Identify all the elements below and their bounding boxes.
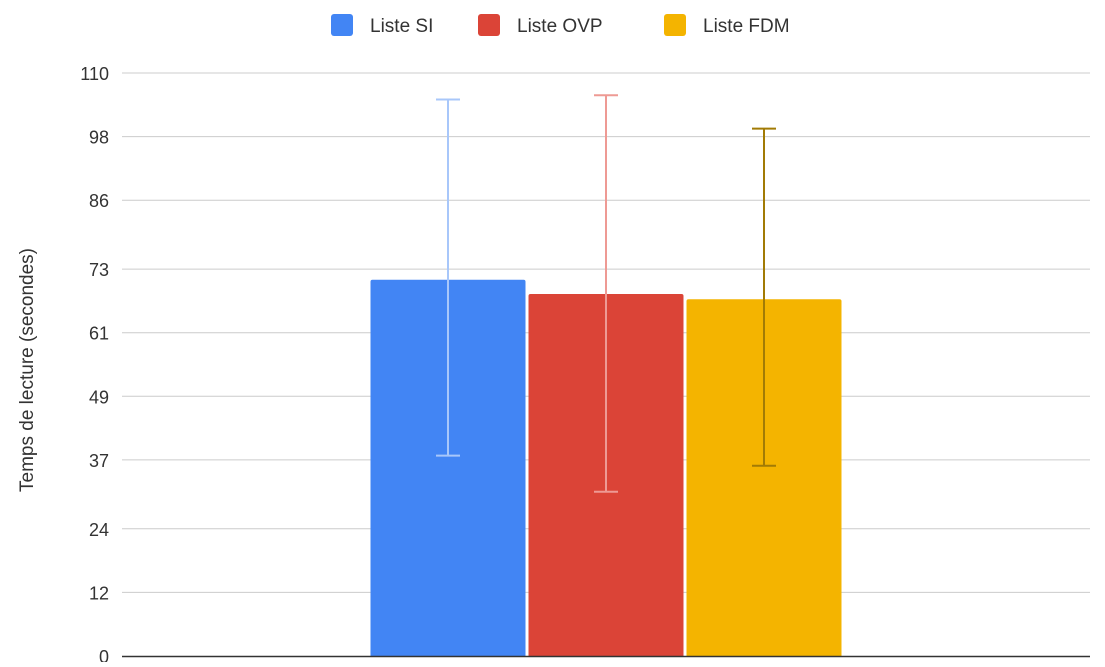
y-axis-label: Temps de lecture (secondes) — [17, 248, 38, 492]
y-tick-label: 86 — [89, 191, 109, 211]
legend-item: Liste OVP — [478, 14, 603, 37]
bar — [370, 279, 526, 656]
y-tick-label: 110 — [80, 64, 109, 84]
bar — [686, 299, 842, 656]
legend-item: Liste SI — [331, 14, 433, 37]
legend-swatch — [664, 14, 686, 36]
y-tick-label: 12 — [89, 583, 109, 603]
y-tick-label: 0 — [99, 647, 109, 662]
y-tick-label: 49 — [89, 387, 109, 407]
y-tick-label: 98 — [89, 128, 109, 148]
legend-label: Liste FDM — [703, 16, 790, 37]
error-bar — [594, 94, 618, 493]
legend-label: Liste OVP — [517, 16, 603, 37]
y-tick-label: 24 — [89, 520, 109, 540]
y-axis-ticks: 0 12 24 37 49 61 73 86 98 110 — [80, 64, 109, 667]
bars — [370, 279, 842, 656]
legend-swatch — [478, 14, 500, 36]
legend-label: Liste SI — [370, 16, 433, 37]
error-bars — [436, 94, 776, 493]
legend-swatch — [331, 14, 353, 36]
legend-item: Liste FDM — [664, 14, 790, 37]
error-bar — [436, 98, 460, 457]
error-bar — [752, 127, 776, 467]
y-tick-label: 73 — [89, 260, 109, 280]
y-tick-label: 61 — [89, 324, 109, 344]
y-tick-label: 37 — [89, 451, 109, 471]
legend: Liste SI Liste OVP Liste FDM — [331, 14, 790, 37]
